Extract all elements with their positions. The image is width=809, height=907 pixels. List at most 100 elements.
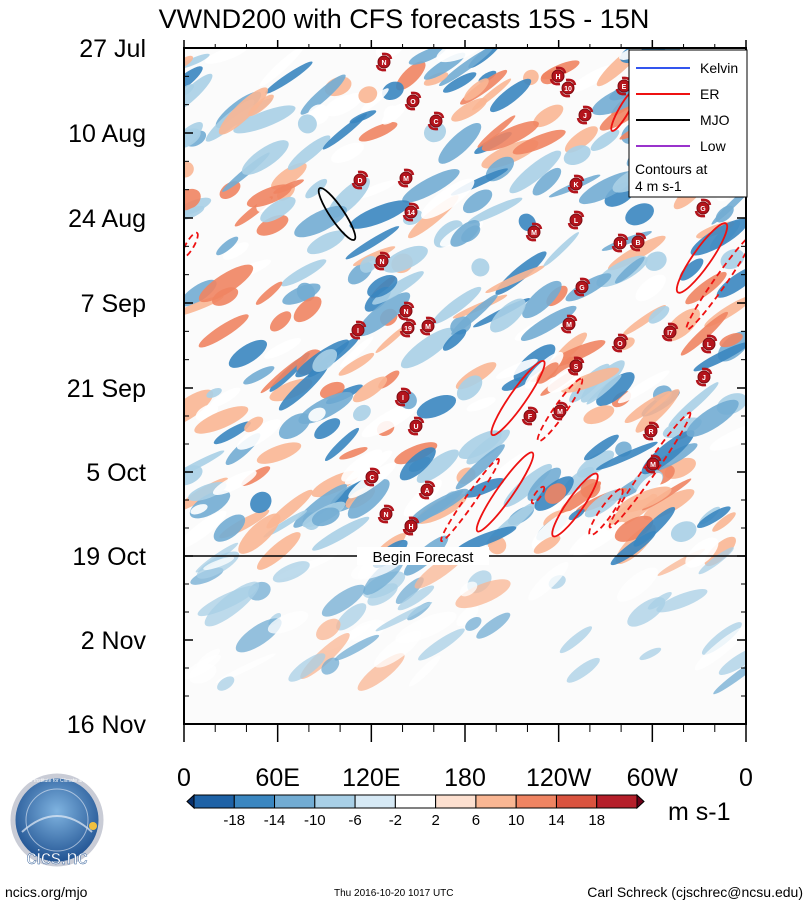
x-tick-label: 120W [526, 764, 592, 792]
colorbar-end-high [636, 793, 645, 810]
storm-icon: L [567, 210, 585, 230]
anomaly-blob [568, 65, 614, 93]
storm-icon: C [427, 111, 445, 131]
anomaly-blob [563, 145, 591, 165]
storm-icon: M [644, 454, 662, 474]
anomaly-blob [282, 283, 321, 305]
chart-title: VWND200 with CFS forecasts 15S - 15N [159, 4, 650, 34]
storm-label: N [379, 259, 384, 266]
wave-contours [184, 88, 746, 542]
anomaly-blob [456, 605, 479, 627]
anomaly-blob [643, 489, 695, 520]
anomaly-blob [477, 115, 516, 148]
colorbar-tick-label: 18 [588, 812, 605, 829]
storm-icon: I7 [661, 322, 679, 342]
storm-label: L [574, 218, 579, 225]
storm-label: 10 [564, 86, 572, 93]
anomaly-blob [281, 259, 327, 287]
anomaly-blob [495, 358, 538, 379]
er-contour [675, 222, 729, 294]
legend-label: Kelvin [700, 60, 738, 76]
anomaly-blob [184, 450, 225, 480]
storm-icon: N [377, 504, 395, 524]
anomaly-blob [645, 251, 667, 271]
anomaly-blob [442, 72, 477, 93]
anomaly-blob [222, 242, 249, 260]
anomaly-blob [264, 338, 302, 359]
anomaly-blob [311, 507, 340, 527]
anomaly-blob [213, 514, 246, 542]
anomaly-blob [184, 389, 214, 427]
storm-icon: H [549, 66, 567, 86]
x-tick-label: 120E [342, 764, 400, 792]
y-tick-label: 10 Aug [68, 120, 146, 148]
storm-icon: H [611, 233, 629, 253]
y-tick-label: 24 Aug [68, 205, 146, 233]
anomaly-blob [716, 265, 746, 298]
logo-ring-text: Cooperative Institute for Climate and Sa… [6, 778, 109, 784]
x-axis: 0 60E 120E 180 120W 60W 0 [177, 40, 753, 792]
storm-label: L [707, 342, 712, 349]
anomaly-blob [358, 122, 398, 142]
anomaly-blob [267, 611, 309, 634]
storm-label: M [425, 324, 431, 331]
anomaly-blob [476, 612, 511, 639]
anomaly-blob [256, 532, 301, 570]
anomaly-blob [288, 653, 326, 682]
storm-markers: NHO10ECJGDMK14LMHBGNNMOI19MI7JLKIFMURCMA… [349, 52, 718, 536]
storm-icon: H [402, 516, 420, 536]
storm-icon: K [567, 174, 585, 194]
anomaly-blob [466, 397, 496, 412]
anomaly-blob [520, 305, 577, 341]
x-tick-label: 60W [627, 764, 679, 792]
y-tick-label: 27 Jul [79, 35, 146, 63]
anomaly-blob [198, 314, 249, 348]
storm-icon: 14 [402, 202, 420, 222]
legend-label: ER [700, 86, 719, 102]
anomaly-blob [566, 657, 600, 683]
anomaly-blob [394, 442, 438, 465]
anomaly-blob [625, 203, 654, 226]
anomaly-blob [690, 218, 746, 256]
colorbar-end-low [186, 793, 195, 810]
anomaly-blob [233, 105, 296, 134]
colorbar-swatch [354, 794, 396, 809]
storm-label: C [369, 475, 374, 482]
anomaly-blob [260, 196, 296, 223]
anomaly-blob [256, 215, 289, 236]
storm-label: G [700, 206, 706, 213]
storm-label: E [622, 84, 627, 91]
anomaly-blob [241, 140, 289, 175]
anomaly-blob [490, 78, 532, 113]
anomaly-blob [256, 442, 302, 464]
anomaly-blob [648, 305, 670, 324]
anomaly-blob [463, 78, 489, 101]
anomaly-blob [719, 333, 743, 348]
anomaly-blob [450, 220, 480, 247]
storm-icon: G [694, 198, 712, 218]
storm-icon: M [551, 401, 569, 421]
anomaly-blob [269, 311, 292, 332]
storm-label: N [381, 60, 386, 67]
er-contour [530, 485, 546, 505]
colorbar-tick-label: 2 [431, 812, 439, 829]
storm-icon: A [418, 480, 436, 500]
anomaly-blob [586, 374, 622, 405]
anomaly-blob [543, 232, 580, 267]
storm-label: M [557, 409, 563, 416]
anomaly-blob [184, 121, 203, 152]
er-contour [475, 451, 535, 533]
storm-icon: I [349, 320, 367, 340]
colorbar-swatch [475, 794, 517, 809]
colorbar-tick-label: -6 [348, 812, 361, 829]
colorbar-swatch [596, 794, 638, 809]
anomaly-blob [509, 150, 562, 194]
anomaly-blob [410, 488, 469, 523]
anomaly-blob [713, 654, 746, 695]
storm-label: B [635, 240, 640, 247]
anomaly-blob [639, 647, 662, 661]
x-tick-label: 0 [739, 764, 753, 792]
colorbar-tick-label: -14 [264, 812, 286, 829]
storm-label: F [528, 414, 533, 421]
anomaly-blob [693, 342, 746, 372]
